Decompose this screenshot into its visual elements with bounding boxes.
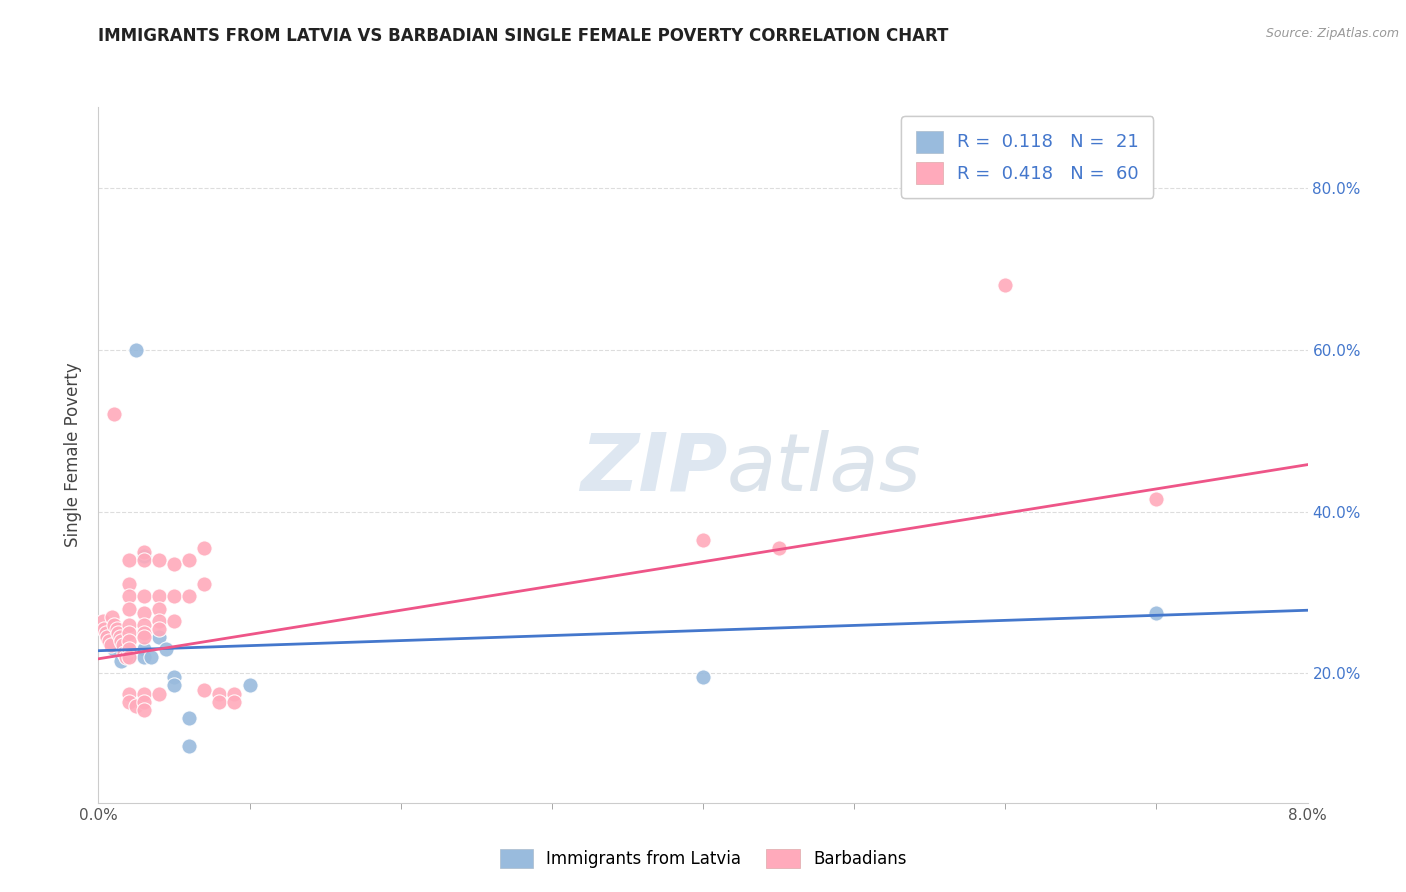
Point: [118, 617, 141, 632]
Point: [108, 630, 131, 644]
Legend: Immigrants from Latvia, Barbadians: Immigrants from Latvia, Barbadians: [494, 842, 912, 875]
Point: [107, 626, 129, 640]
Point: [94, 626, 117, 640]
Point: [994, 278, 1017, 293]
Text: atlas: atlas: [727, 430, 922, 508]
Point: [132, 695, 155, 709]
Point: [118, 642, 141, 657]
Point: [768, 541, 790, 555]
Point: [193, 577, 215, 591]
Point: [103, 630, 125, 644]
Point: [132, 545, 155, 559]
Point: [105, 622, 128, 636]
Point: [208, 695, 231, 709]
Point: [98, 634, 121, 648]
Point: [132, 703, 155, 717]
Point: [118, 553, 141, 567]
Text: Source: ZipAtlas.com: Source: ZipAtlas.com: [1265, 27, 1399, 40]
Point: [96, 630, 118, 644]
Point: [132, 642, 155, 657]
Point: [125, 343, 148, 357]
Point: [118, 577, 141, 591]
Point: [91, 614, 114, 628]
Point: [148, 687, 170, 701]
Point: [179, 590, 201, 604]
Point: [193, 682, 215, 697]
Point: [118, 695, 141, 709]
Point: [114, 650, 136, 665]
Point: [148, 553, 170, 567]
Point: [118, 634, 141, 648]
Point: [163, 678, 186, 692]
Point: [132, 630, 155, 644]
Point: [118, 650, 141, 665]
Point: [148, 614, 170, 628]
Point: [110, 634, 132, 648]
Point: [208, 687, 231, 701]
Point: [94, 626, 117, 640]
Point: [148, 622, 170, 636]
Point: [132, 687, 155, 701]
Legend: R =  0.118   N =  21, R =  0.418   N =  60: R = 0.118 N = 21, R = 0.418 N = 60: [901, 116, 1153, 198]
Point: [118, 650, 141, 665]
Point: [224, 695, 246, 709]
Point: [101, 609, 124, 624]
Point: [118, 601, 141, 615]
Y-axis label: Single Female Poverty: Single Female Poverty: [65, 363, 83, 547]
Point: [132, 590, 155, 604]
Text: ZIP: ZIP: [579, 430, 727, 508]
Point: [141, 650, 163, 665]
Point: [111, 638, 134, 652]
Point: [179, 711, 201, 725]
Point: [132, 626, 155, 640]
Point: [93, 622, 115, 636]
Point: [239, 678, 262, 692]
Point: [103, 642, 125, 657]
Point: [100, 634, 122, 648]
Point: [132, 617, 155, 632]
Point: [132, 650, 155, 665]
Point: [103, 408, 125, 422]
Point: [155, 642, 177, 657]
Point: [148, 601, 170, 615]
Point: [1146, 606, 1168, 620]
Point: [148, 590, 170, 604]
Point: [100, 638, 122, 652]
Point: [132, 553, 155, 567]
Point: [163, 614, 186, 628]
Point: [692, 670, 714, 684]
Point: [118, 646, 141, 660]
Point: [148, 630, 170, 644]
Point: [132, 606, 155, 620]
Point: [125, 698, 148, 713]
Point: [118, 626, 141, 640]
Point: [179, 553, 201, 567]
Point: [103, 617, 125, 632]
Point: [692, 533, 714, 547]
Point: [1146, 492, 1168, 507]
Point: [118, 687, 141, 701]
Point: [163, 670, 186, 684]
Point: [110, 654, 132, 668]
Point: [132, 549, 155, 563]
Text: IMMIGRANTS FROM LATVIA VS BARBADIAN SINGLE FEMALE POVERTY CORRELATION CHART: IMMIGRANTS FROM LATVIA VS BARBADIAN SING…: [98, 27, 949, 45]
Point: [112, 646, 135, 660]
Point: [163, 557, 186, 571]
Point: [179, 739, 201, 754]
Point: [118, 590, 141, 604]
Point: [193, 541, 215, 555]
Point: [224, 687, 246, 701]
Point: [163, 590, 186, 604]
